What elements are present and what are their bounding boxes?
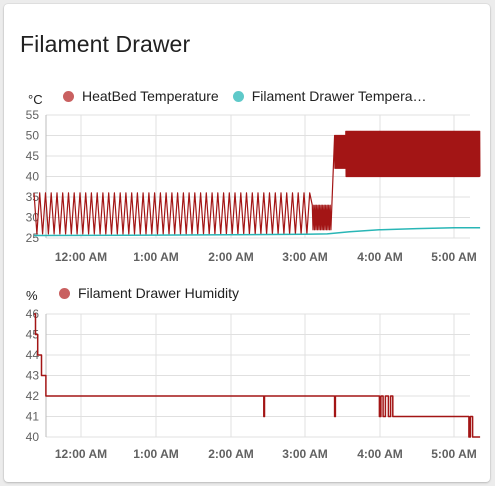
y-tick-label: 42 — [26, 389, 40, 403]
y-tick-label: 50 — [26, 129, 40, 143]
legend-label-heatbed: HeatBed Temperature — [82, 88, 219, 104]
legend-item-filament-drawer-humidity[interactable]: Filament Drawer Humidity — [59, 285, 239, 301]
x-tick-label: 1:00 AM — [133, 447, 179, 461]
legend-label-drawer-temperature: Filament Drawer Tempera… — [251, 88, 427, 104]
filament-drawer-card: Filament Drawer °C HeatBed Temperature F… — [4, 4, 490, 482]
x-tick-label: 2:00 AM — [208, 250, 254, 264]
x-tick-label: 4:00 AM — [357, 447, 403, 461]
series-line-filament-drawer-tempera- — [33, 227, 481, 237]
y-tick-label: 43 — [26, 369, 40, 383]
y-tick-label: 44 — [26, 348, 40, 362]
chart2-legend: Filament Drawer Humidity — [59, 285, 253, 301]
series-line-filament-drawer-humidity — [34, 313, 481, 438]
chart1-unit: °C — [28, 92, 43, 107]
legend-label-humidity: Filament Drawer Humidity — [78, 285, 240, 301]
x-tick-label: 5:00 AM — [431, 447, 477, 461]
y-tick-label: 41 — [26, 410, 40, 424]
x-tick-label: 3:00 AM — [282, 447, 328, 461]
y-tick-label: 35 — [26, 190, 40, 204]
x-tick-label: 4:00 AM — [357, 250, 403, 264]
series-line-heatbed-temperature — [33, 130, 481, 235]
legend-item-heatbed-temperature[interactable]: HeatBed Temperature — [63, 88, 219, 104]
y-tick-label: 46 — [26, 307, 40, 321]
legend-item-filament-drawer-temperature[interactable]: Filament Drawer Tempera… — [232, 88, 427, 104]
legend-dot-drawer-temperature — [232, 90, 244, 102]
y-tick-label: 45 — [26, 149, 40, 163]
x-tick-label: 5:00 AM — [431, 250, 477, 264]
y-tick-label: 40 — [26, 430, 40, 444]
y-tick-label: 25 — [26, 231, 40, 245]
y-tick-label: 55 — [26, 108, 40, 122]
x-tick-label: 1:00 AM — [133, 250, 179, 264]
x-tick-label: 12:00 AM — [55, 250, 107, 264]
legend-dot-heatbed — [63, 90, 74, 102]
chart2-unit: % — [26, 288, 38, 303]
chart1-legend: HeatBed Temperature Filament Drawer Temp… — [63, 88, 441, 104]
x-tick-label: 2:00 AM — [208, 447, 254, 461]
card-title: Filament Drawer — [20, 31, 191, 57]
legend-dot-humidity — [59, 287, 70, 299]
x-tick-label: 3:00 AM — [282, 250, 328, 264]
y-tick-label: 40 — [26, 170, 40, 184]
x-tick-label: 12:00 AM — [55, 447, 107, 461]
